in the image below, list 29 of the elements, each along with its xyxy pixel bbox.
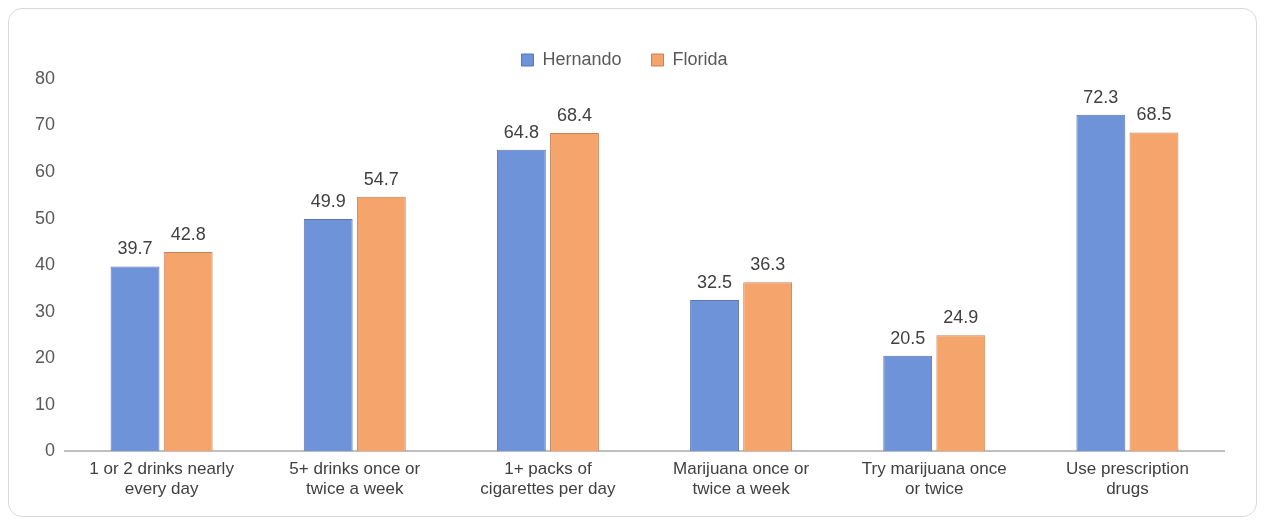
data-label: 68.4 <box>556 104 593 125</box>
y-tick-label: 40 <box>34 254 56 275</box>
x-tick-label: 1+ packs of cigarettes per day <box>480 459 616 499</box>
y-tick-label: 0 <box>45 440 56 461</box>
x-tick-label: Marijuana once or twice a week <box>673 459 810 499</box>
data-label: 64.8 <box>503 121 539 142</box>
y-tick-label: 60 <box>34 161 56 182</box>
data-label: 39.7 <box>117 238 153 259</box>
x-tick-label: 1 or 2 drinks nearly every day <box>89 459 235 499</box>
legend-label: Florida <box>672 48 729 69</box>
y-tick-label: 20 <box>34 347 56 368</box>
legend-label: Hernando <box>542 48 622 69</box>
data-label: 72.3 <box>1083 86 1119 107</box>
y-tick-label: 30 <box>34 300 56 321</box>
y-tick-label: 10 <box>34 393 56 414</box>
data-label: 36.3 <box>750 254 786 275</box>
x-tick-label: Try marijuana once or twice <box>861 459 1007 499</box>
data-label: 42.8 <box>170 224 206 245</box>
data-label: 24.9 <box>943 307 979 328</box>
data-label: 49.9 <box>310 191 346 212</box>
data-label: 20.5 <box>890 327 926 348</box>
y-tick-label: 50 <box>34 207 56 228</box>
data-label: 32.5 <box>697 271 733 292</box>
y-tick-label: 70 <box>34 114 56 135</box>
x-tick-label: 5+ drinks once or twice a week <box>289 459 421 499</box>
data-label: 68.5 <box>1136 104 1172 125</box>
data-label: 54.7 <box>363 168 399 189</box>
x-tick-label: Use prescription drugs <box>1066 459 1189 499</box>
y-tick-label: 80 <box>34 67 56 88</box>
